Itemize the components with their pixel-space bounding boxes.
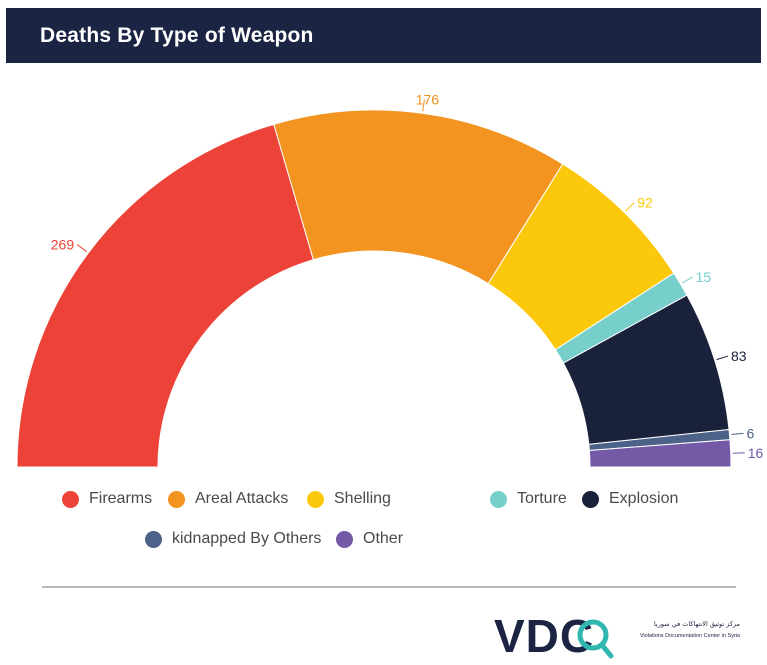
circle-marker-icon (336, 530, 353, 548)
vdc-logo-english: Violations Documentation Center in Syria (640, 633, 741, 639)
slice-firearms[interactable] (16, 123, 314, 468)
leader-line-kidnapped-by-others (731, 432, 744, 435)
legend-label: Torture (517, 490, 567, 507)
footer-divider (42, 586, 736, 588)
magnifier-handle (599, 642, 614, 659)
legend-label: Other (363, 530, 404, 547)
data-label-kidnapped-by-others: 6 (746, 425, 754, 441)
circle-marker-icon (168, 490, 185, 508)
chart-data-labels: 269 176 92 15 83 6 16 (51, 91, 764, 460)
circle-marker-icon (62, 490, 79, 508)
legend-item-firearms[interactable]: Firearms (62, 490, 152, 508)
data-label-torture: 15 (696, 269, 712, 285)
legend-label: Firearms (89, 490, 153, 507)
data-label-shelling: 92 (637, 194, 653, 210)
leader-line-explosion (716, 355, 729, 361)
legend-label: Areal Attacks (195, 490, 289, 507)
data-label-firearms: 269 (51, 237, 75, 253)
magnifier-icon (577, 619, 609, 651)
data-label-explosion: 83 (731, 348, 747, 364)
vdc-logo-arabic: مركز توثيق الانتهاكات في سوريا (654, 620, 740, 628)
legend-label: kidnapped By Others (172, 530, 322, 547)
legend-item-kidnapped-by-others[interactable]: kidnapped By Others (145, 530, 321, 548)
chart-leader-lines (76, 99, 745, 454)
circle-marker-icon (145, 530, 162, 548)
leader-line-areal-attacks (422, 99, 425, 112)
chart-slices (16, 109, 732, 468)
legend-label: Explosion (609, 490, 679, 507)
legend-label: Shelling (334, 490, 391, 507)
data-label-other: 16 (748, 445, 764, 461)
slice-other[interactable] (588, 439, 732, 468)
legend-item-areal-attacks[interactable]: Areal Attacks (168, 490, 288, 508)
legend-item-explosion[interactable]: Explosion (582, 490, 678, 508)
data-label-areal-attacks: 176 (416, 91, 440, 107)
vdc-logo-text: VDC (494, 610, 594, 662)
leader-line-torture (682, 276, 693, 284)
leader-line-shelling (625, 202, 635, 212)
vdc-logo: VDC مركز توثيق الانتهاكات في سوريا Viola… (494, 610, 741, 662)
circle-marker-icon (490, 490, 507, 508)
legend-item-shelling[interactable]: Shelling (307, 490, 391, 508)
semicircle-donut-chart: 269 176 92 15 83 6 16 (16, 91, 764, 468)
chart-legend: Firearms Areal Attacks Shelling Torture … (0, 482, 767, 572)
chart-title: Deaths By Type of Weapon (40, 23, 314, 47)
circle-marker-icon (307, 490, 324, 508)
legend-item-other[interactable]: Other (336, 530, 403, 548)
chart-header: Deaths By Type of Weapon (6, 8, 761, 63)
legend-item-torture[interactable]: Torture (490, 490, 567, 508)
slice-areal-attacks[interactable] (273, 109, 564, 285)
circle-marker-icon (582, 490, 599, 508)
leader-line-firearms (76, 244, 88, 253)
